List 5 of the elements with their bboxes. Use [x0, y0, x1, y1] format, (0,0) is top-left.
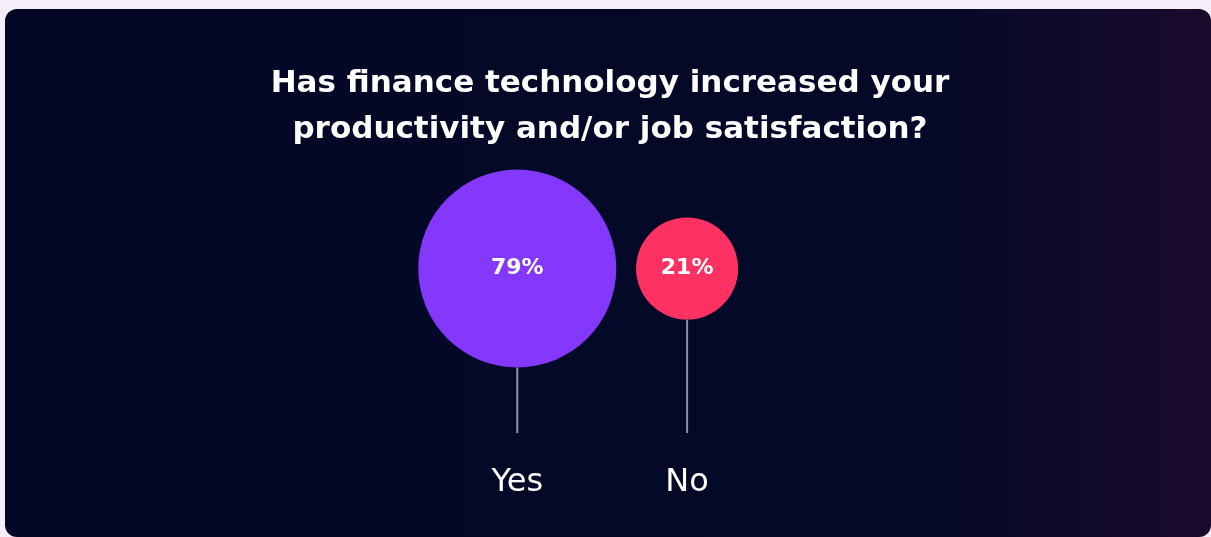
- category-label: No: [665, 461, 709, 500]
- data-label: 79%: [490, 254, 544, 280]
- data-label: 21%: [660, 254, 714, 280]
- text: Has finance technology increased your productivity and/or job satisfaction?: [269, 62, 951, 147]
- category-label: Yes: [490, 461, 544, 500]
